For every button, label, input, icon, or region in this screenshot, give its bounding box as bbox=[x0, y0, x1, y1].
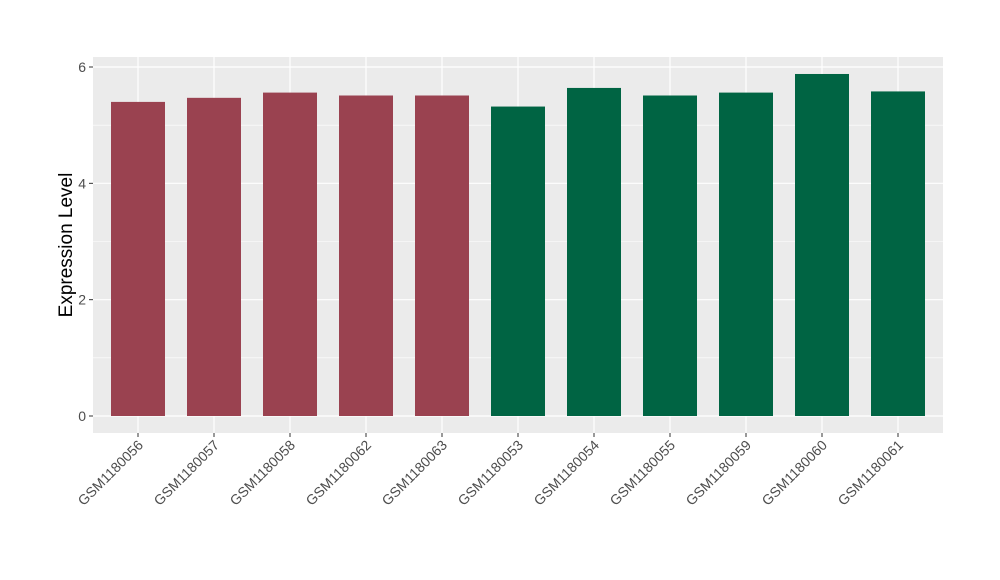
y-tick-label: 6 bbox=[78, 59, 86, 75]
x-tick-label: GSM1180063 bbox=[378, 437, 450, 509]
x-tick-label: GSM1180056 bbox=[74, 437, 146, 509]
bar-GSM1180060 bbox=[795, 73, 849, 416]
x-tick-label: GSM1180054 bbox=[530, 437, 602, 509]
x-tick-label: GSM1180061 bbox=[834, 437, 906, 509]
y-axis-label: Expression Level bbox=[56, 173, 77, 318]
x-tick-label: GSM1180057 bbox=[150, 437, 222, 509]
x-tick-label: GSM1180062 bbox=[302, 437, 374, 509]
bar-GSM1180061 bbox=[871, 91, 925, 417]
y-tick-label: 4 bbox=[78, 175, 86, 191]
bar-GSM1180059 bbox=[719, 92, 773, 417]
bar-GSM1180055 bbox=[643, 95, 697, 417]
x-tick-label: GSM1180053 bbox=[454, 437, 526, 509]
bar-GSM1180053 bbox=[491, 106, 545, 416]
y-tick-label: 2 bbox=[78, 292, 86, 308]
x-tick-label: GSM1180060 bbox=[758, 437, 830, 509]
bar-GSM1180054 bbox=[567, 87, 621, 416]
bar-GSM1180062 bbox=[339, 95, 393, 417]
bar-GSM1180056 bbox=[111, 101, 165, 417]
bar-GSM1180058 bbox=[263, 92, 317, 417]
bar-GSM1180057 bbox=[187, 97, 241, 416]
x-tick-label: GSM1180058 bbox=[226, 437, 298, 509]
x-tick-label: GSM1180055 bbox=[606, 437, 678, 509]
bar-GSM1180063 bbox=[415, 95, 469, 417]
y-tick-label: 0 bbox=[78, 408, 86, 424]
x-tick-label: GSM1180059 bbox=[682, 437, 754, 509]
